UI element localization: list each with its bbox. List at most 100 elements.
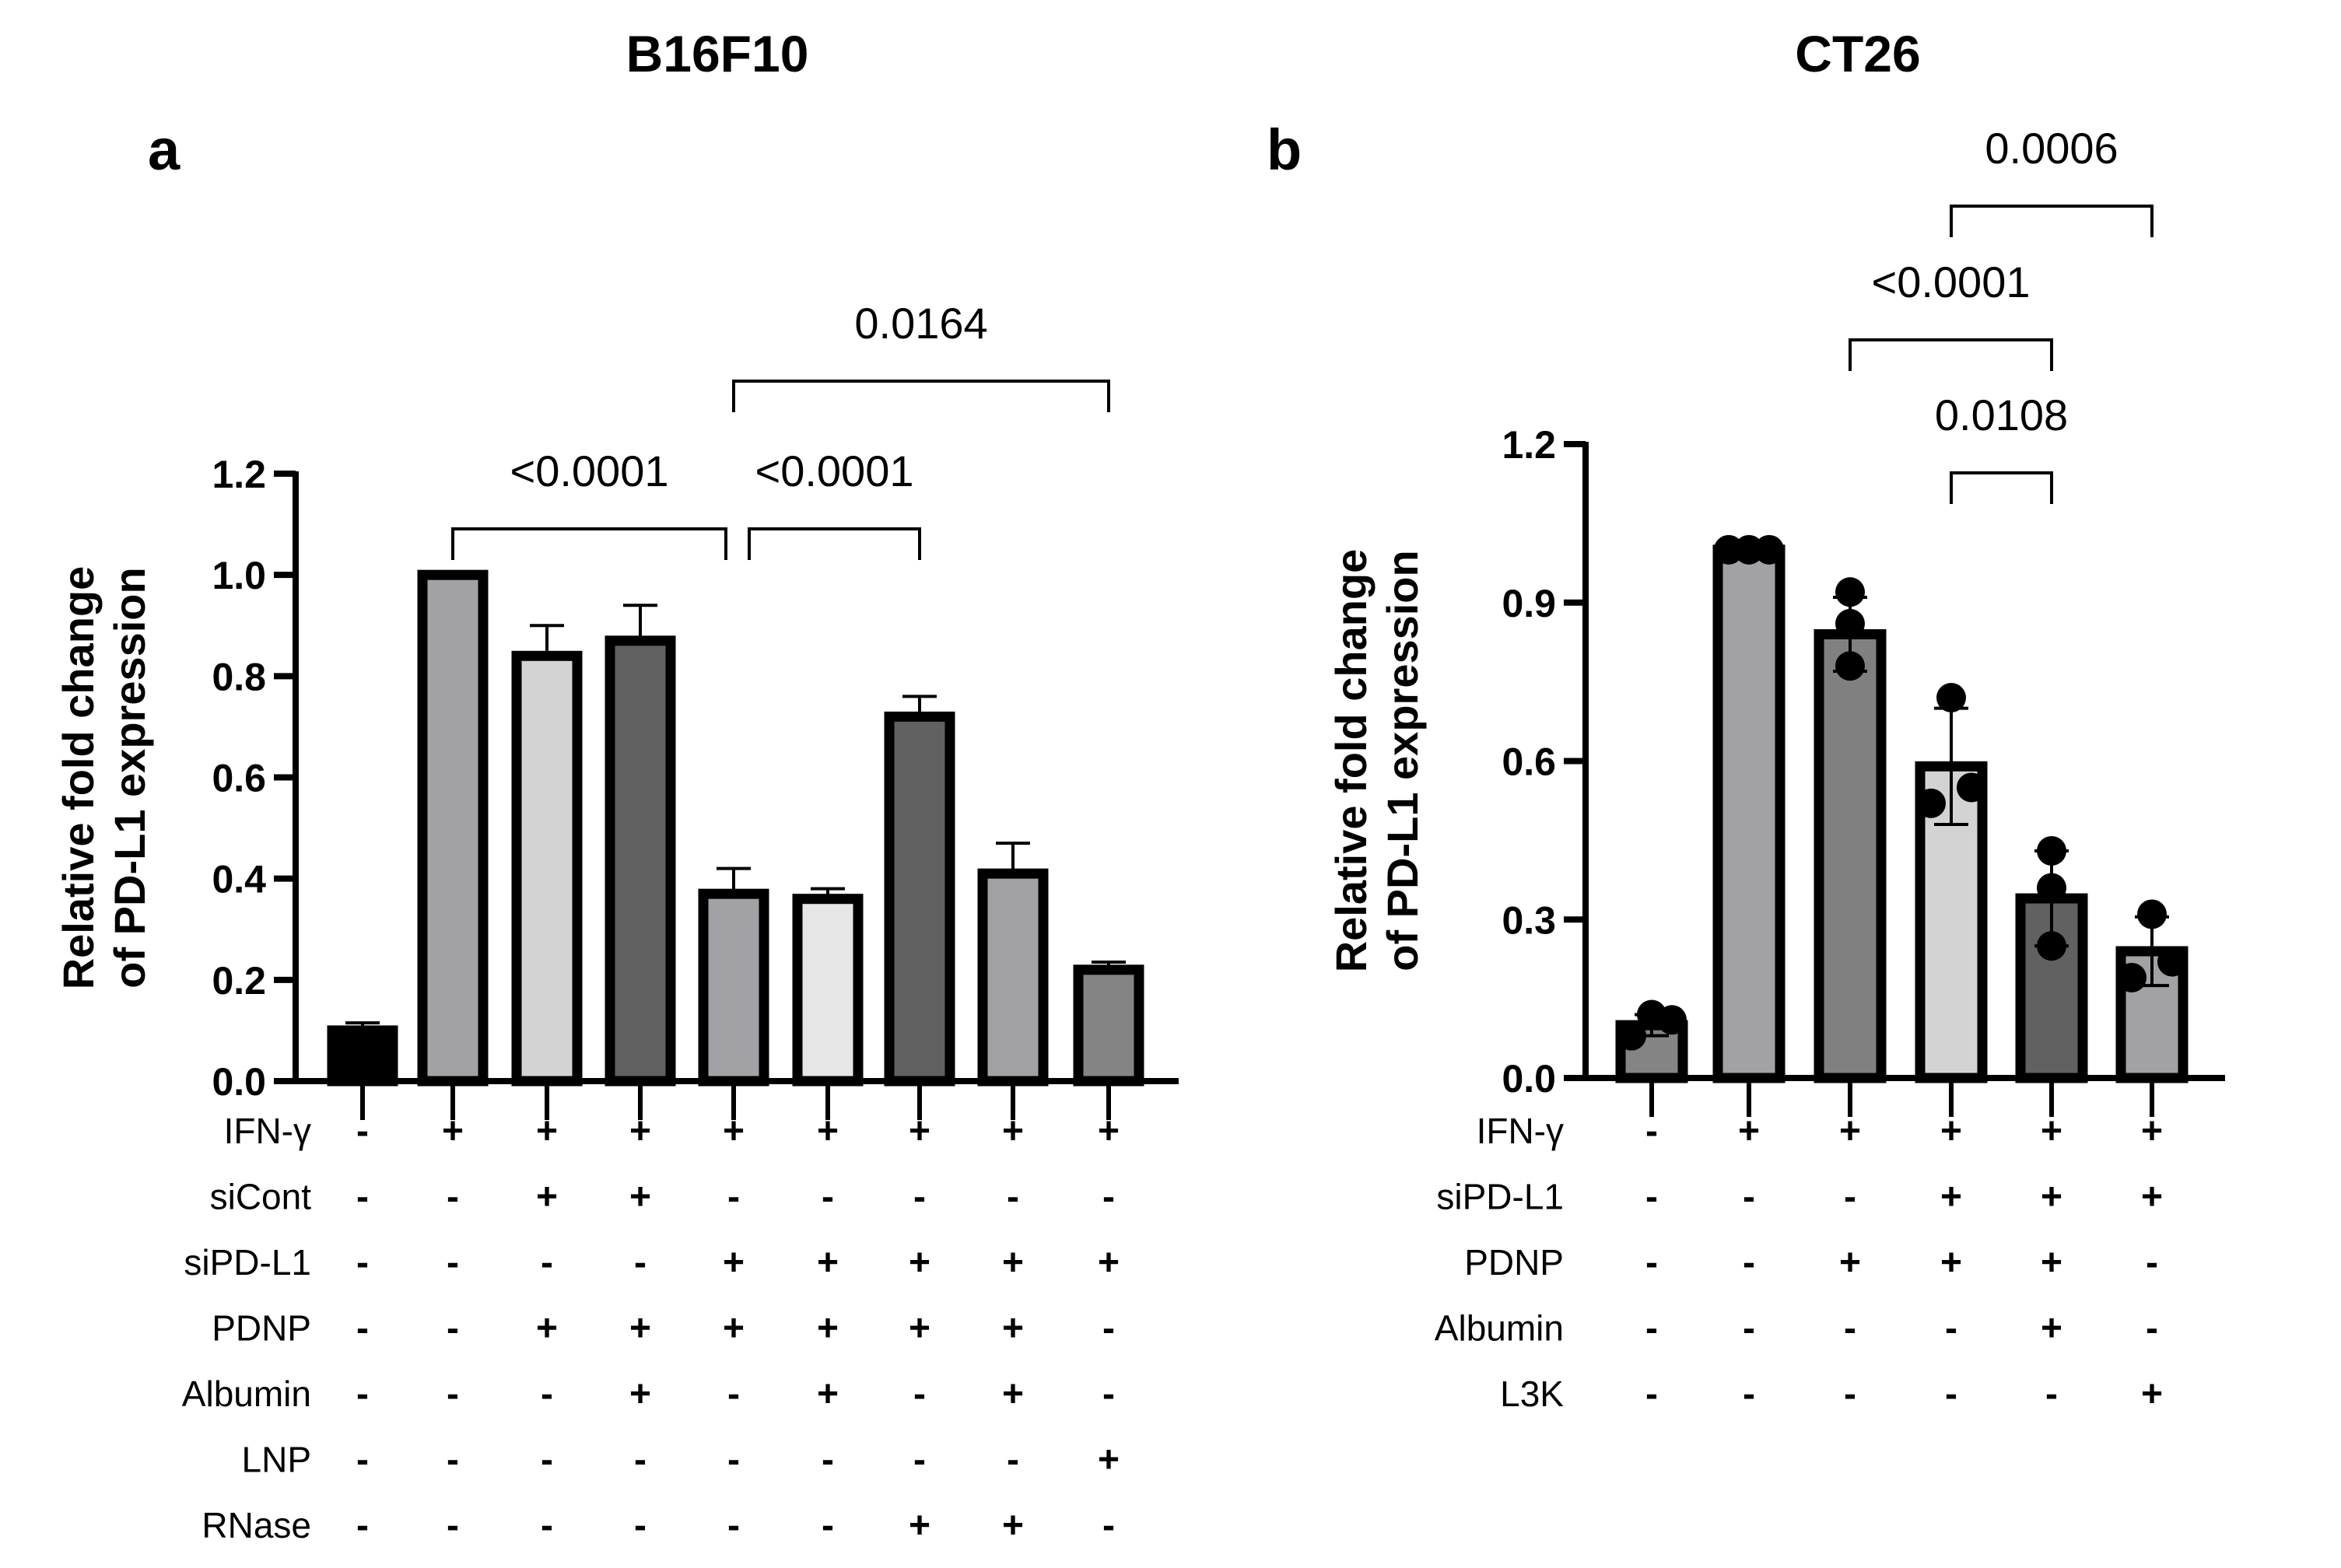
data-point <box>2137 899 2167 929</box>
panel-a-title: B16F10 <box>626 25 809 82</box>
condition-sign: - <box>913 1374 926 1415</box>
condition-sign: - <box>634 1242 647 1283</box>
condition-sign: + <box>1002 1308 1024 1349</box>
bar <box>884 711 955 1087</box>
condition-sign: + <box>1940 1177 1962 1218</box>
condition-sign: - <box>356 1177 369 1218</box>
condition-sign: + <box>1940 1111 1962 1152</box>
p-value-label: <0.0001 <box>1872 257 2031 306</box>
data-point <box>2037 873 2066 903</box>
data-point <box>1835 577 1865 607</box>
bar <box>511 650 583 1087</box>
panel-a-plot: 0.0 0.2 0.4 0.6 0.8 1.0 1.2 IFN-γ - + + + + + + + + siCon… <box>182 299 1179 1546</box>
condition-sign: - <box>2146 1308 2158 1349</box>
significance-bracket <box>748 527 921 560</box>
condition-sign: - <box>1102 1308 1115 1349</box>
condition-sign: + <box>817 1374 839 1415</box>
data-point <box>2037 835 2066 866</box>
condition-sign: - <box>2146 1242 2158 1283</box>
condition-sign: + <box>536 1177 558 1218</box>
condition-sign: - <box>447 1308 459 1349</box>
y-tick-label: 0.3 <box>1502 898 1556 942</box>
condition-sign: - <box>913 1440 926 1481</box>
condition-sign: - <box>356 1505 369 1546</box>
condition-sign: - <box>356 1242 369 1283</box>
condition-sign: - <box>822 1440 834 1481</box>
p-value-label: <0.0001 <box>755 446 914 495</box>
condition-sign: + <box>1002 1374 1024 1415</box>
panel-a-letter: a <box>148 117 180 182</box>
condition-sign: + <box>1098 1111 1120 1152</box>
condition-sign: - <box>727 1440 740 1481</box>
data-point <box>1835 651 1865 681</box>
condition-sign: + <box>2041 1242 2062 1283</box>
condition-sign: + <box>2141 1374 2163 1415</box>
bar <box>1073 964 1144 1087</box>
condition-sign: + <box>909 1505 930 1546</box>
condition-sign: - <box>447 1177 459 1218</box>
condition-sign: - <box>822 1505 834 1546</box>
data-point <box>2157 947 2187 977</box>
condition-sign: + <box>723 1308 745 1349</box>
condition-sign: + <box>723 1242 745 1283</box>
y-tick-label: 0.6 <box>212 757 266 800</box>
condition-sign: - <box>447 1374 459 1415</box>
data-point <box>1916 788 1946 818</box>
condition-row-label: IFN-γ <box>1477 1111 1564 1151</box>
condition-sign: + <box>1002 1242 1024 1283</box>
data-point <box>2037 931 2066 961</box>
condition-sign: - <box>1743 1177 1755 1218</box>
condition-sign: - <box>356 1440 369 1481</box>
data-point <box>1714 534 1743 565</box>
condition-sign: + <box>2141 1177 2163 1218</box>
condition-sign: - <box>541 1440 553 1481</box>
condition-sign: + <box>1839 1111 1861 1152</box>
significance-bracket <box>451 527 727 560</box>
condition-sign: + <box>629 1111 651 1152</box>
bar <box>1712 544 1786 1083</box>
bar <box>327 1025 398 1087</box>
y-tick-label: 1.2 <box>212 453 266 496</box>
bar <box>1814 629 1887 1083</box>
panel-b-y-label-line1: Relative fold change <box>1326 549 1376 973</box>
condition-sign: + <box>1839 1242 1861 1283</box>
condition-row-label: PDNP <box>1464 1242 1564 1283</box>
condition-sign: - <box>1945 1374 1957 1415</box>
y-tick-label: 0.4 <box>212 858 266 901</box>
condition-sign: + <box>629 1308 651 1349</box>
condition-sign: - <box>1844 1177 1856 1218</box>
bar <box>977 868 1049 1087</box>
panel-a-y-axis-label: Relative fold change of PD-L1 expression <box>54 566 154 990</box>
condition-sign: + <box>2041 1177 2062 1218</box>
significance-bracket <box>732 380 1110 412</box>
condition-sign: - <box>541 1242 553 1283</box>
data-point <box>1936 683 1966 712</box>
condition-row-label: RNase <box>202 1505 311 1545</box>
y-tick-label: 0.8 <box>212 655 266 698</box>
condition-sign: - <box>2045 1374 2058 1415</box>
data-point <box>1754 534 1784 565</box>
panel-b-letter: b <box>1267 117 1302 182</box>
condition-sign: + <box>909 1111 930 1152</box>
bar <box>698 888 769 1087</box>
condition-sign: + <box>1940 1242 1962 1283</box>
condition-sign: - <box>913 1177 926 1218</box>
y-tick-label: 1.2 <box>1502 423 1556 467</box>
data-point <box>1617 1020 1646 1051</box>
condition-sign: - <box>447 1242 459 1283</box>
data-point <box>1734 534 1764 565</box>
condition-sign: - <box>1743 1308 1755 1349</box>
condition-sign: - <box>1743 1242 1755 1283</box>
condition-sign: + <box>1098 1440 1120 1481</box>
condition-row-label: siCont <box>210 1177 312 1217</box>
condition-sign: - <box>1844 1308 1856 1349</box>
condition-sign: + <box>817 1308 839 1349</box>
condition-sign: - <box>634 1440 647 1481</box>
condition-sign: + <box>2141 1111 2163 1152</box>
condition-sign: - <box>541 1505 553 1546</box>
condition-sign: + <box>2041 1111 2062 1152</box>
condition-sign: - <box>1645 1242 1658 1283</box>
condition-sign: + <box>1098 1242 1120 1283</box>
y-tick-label: 0.0 <box>1502 1057 1556 1101</box>
